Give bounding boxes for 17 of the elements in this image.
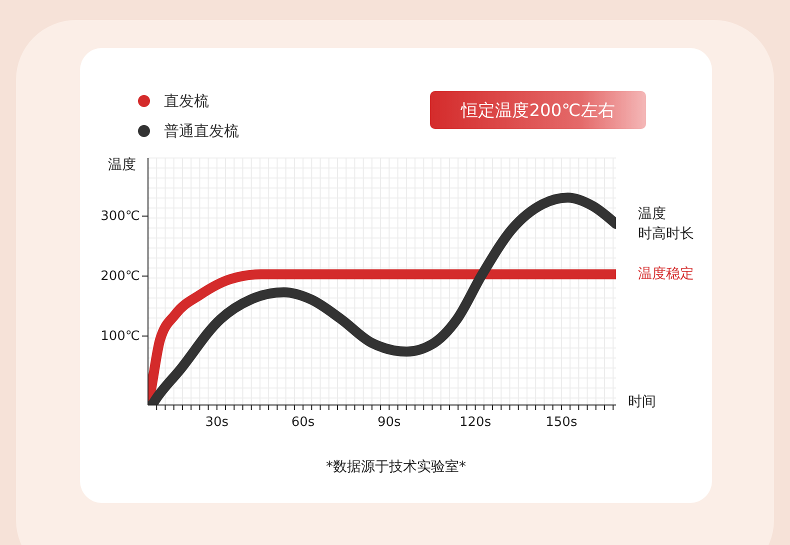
text: *数据源于技术实验室*	[325, 458, 467, 476]
y-tick-label: 100℃	[100, 329, 140, 344]
x-tick-label: 30s	[205, 415, 229, 430]
y-tick-label: 200℃	[100, 269, 140, 284]
x-tick-label: 150s	[546, 415, 578, 430]
text: 温度稳定	[638, 265, 694, 284]
x-tick-label: 60s	[291, 415, 315, 430]
x-axis-title: 时间	[628, 393, 656, 411]
y-tick-label: 300℃	[100, 209, 140, 224]
x-tick-label: 120s	[460, 415, 492, 430]
text: 恒定温度200℃左右	[430, 91, 646, 129]
text: 时高时长	[638, 225, 694, 244]
legend-label: 普通直发梳	[164, 121, 239, 142]
x-tick-label: 90s	[378, 415, 402, 430]
y-axis-title: 温度	[108, 156, 136, 174]
legend-label: 直发梳	[164, 91, 209, 112]
text: 温度	[638, 205, 666, 224]
